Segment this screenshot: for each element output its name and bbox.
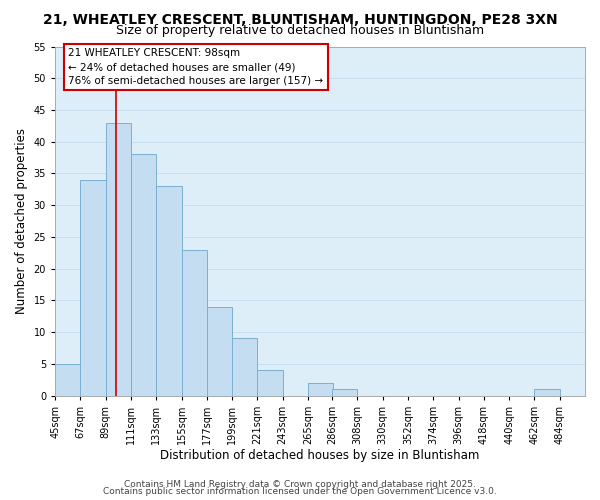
Y-axis label: Number of detached properties: Number of detached properties bbox=[15, 128, 28, 314]
Bar bbox=[80, 180, 106, 396]
Bar bbox=[55, 364, 80, 396]
Text: 21, WHEATLEY CRESCENT, BLUNTISHAM, HUNTINGDON, PE28 3XN: 21, WHEATLEY CRESCENT, BLUNTISHAM, HUNTI… bbox=[43, 12, 557, 26]
Bar bbox=[156, 186, 182, 396]
Text: Size of property relative to detached houses in Bluntisham: Size of property relative to detached ho… bbox=[116, 24, 484, 37]
Bar bbox=[535, 389, 560, 396]
Bar bbox=[182, 250, 207, 396]
Bar bbox=[257, 370, 283, 396]
X-axis label: Distribution of detached houses by size in Bluntisham: Distribution of detached houses by size … bbox=[160, 450, 480, 462]
Bar bbox=[207, 306, 232, 396]
Text: 21 WHEATLEY CRESCENT: 98sqm
← 24% of detached houses are smaller (49)
76% of sem: 21 WHEATLEY CRESCENT: 98sqm ← 24% of det… bbox=[68, 48, 323, 86]
Bar bbox=[106, 122, 131, 396]
Text: Contains HM Land Registry data © Crown copyright and database right 2025.: Contains HM Land Registry data © Crown c… bbox=[124, 480, 476, 489]
Bar bbox=[308, 383, 333, 396]
Bar bbox=[131, 154, 156, 396]
Text: Contains public sector information licensed under the Open Government Licence v3: Contains public sector information licen… bbox=[103, 487, 497, 496]
Bar bbox=[232, 338, 257, 396]
Bar bbox=[332, 389, 358, 396]
